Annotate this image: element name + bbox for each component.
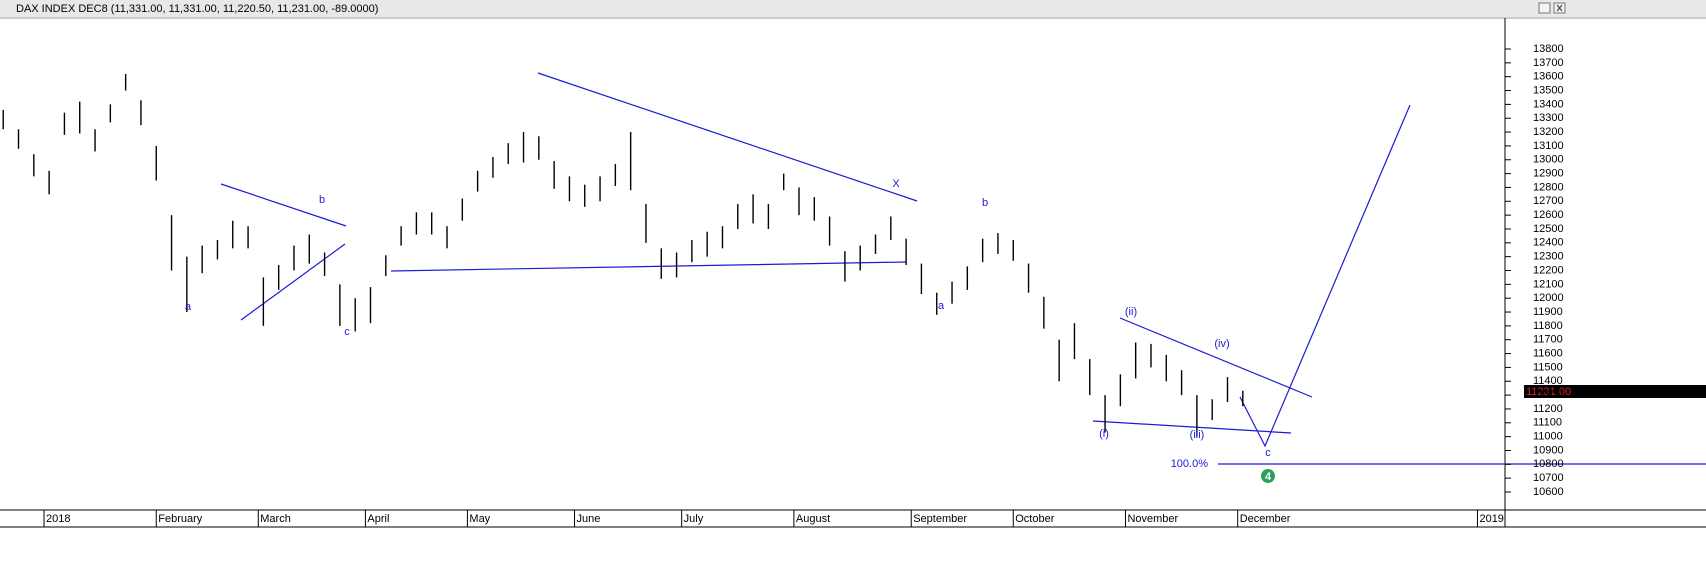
x-tick-label: December <box>1240 513 1291 525</box>
chart-title: DAX INDEX DEC8 (11,331.00, 11,331.00, 11… <box>16 3 378 15</box>
y-tick-label: 11800 <box>1533 320 1563 332</box>
x-tick-label: June <box>577 513 601 525</box>
wave-label: c <box>1265 447 1271 459</box>
trend-line <box>240 243 346 321</box>
restore-button[interactable] <box>1538 2 1551 14</box>
close-icon <box>1556 4 1563 12</box>
y-tick-label: 10600 <box>1533 486 1564 498</box>
price-tag-label: 11231.00 <box>1526 386 1571 398</box>
y-tick-label: 12800 <box>1533 181 1564 193</box>
y-tick-label: 11200 <box>1533 403 1563 415</box>
wave-label: c <box>344 326 350 338</box>
y-tick-label: 10900 <box>1533 444 1564 456</box>
trend-line <box>537 72 918 202</box>
y-tick-label: 12100 <box>1533 278 1564 290</box>
x-tick-label: August <box>796 513 830 525</box>
wave-label: (ii) <box>1125 306 1137 318</box>
y-tick-label: 13200 <box>1533 126 1564 138</box>
y-tick-label: 12300 <box>1533 251 1564 263</box>
projection-line <box>1239 104 1411 448</box>
wave-label: (i) <box>1099 428 1109 440</box>
price-tag <box>1524 385 1706 398</box>
wave-overlay <box>220 72 1706 465</box>
y-tick-label: 13100 <box>1533 140 1564 152</box>
y-tick-label: 11900 <box>1533 306 1563 318</box>
y-tick-label: 13500 <box>1533 84 1564 96</box>
x-tick-label: 2018 <box>46 513 70 525</box>
trend-line <box>220 183 347 227</box>
wave-label: b <box>319 194 325 206</box>
y-tick-label: 12700 <box>1533 195 1564 207</box>
y-tick-label: 12500 <box>1533 223 1564 235</box>
y-tick-label: 12900 <box>1533 168 1564 180</box>
y-tick-label: 11700 <box>1533 334 1563 346</box>
wave-label: X <box>892 178 900 190</box>
x-tick-label: April <box>367 513 389 525</box>
title-bar <box>0 0 1706 17</box>
wave-label: a <box>938 300 945 312</box>
wave-label: (iii) <box>1190 429 1205 441</box>
trend-line <box>390 261 907 272</box>
wave-label: b <box>982 197 988 209</box>
x-tick-label: February <box>158 513 203 525</box>
y-tick-label: 13300 <box>1533 112 1564 124</box>
y-tick-label: 10800 <box>1533 458 1564 470</box>
y-tick-label: 11600 <box>1533 347 1563 359</box>
trend-line <box>1119 317 1313 398</box>
wave-label: a <box>185 301 192 313</box>
x-tick-label: November <box>1127 513 1178 525</box>
y-tick-label: 11500 <box>1533 361 1563 373</box>
fib-label: 100.0% <box>1171 458 1209 470</box>
x-tick-label: March <box>260 513 291 525</box>
y-tick-label: 11400 <box>1533 375 1563 387</box>
x-tick-label: July <box>684 513 704 525</box>
y-tick-label: 11100 <box>1533 417 1562 429</box>
wave-marker-label: 4 <box>1265 471 1272 483</box>
y-tick-label: 10700 <box>1533 472 1564 484</box>
wave-label: (iv) <box>1214 338 1229 350</box>
y-tick-label: 12600 <box>1533 209 1564 221</box>
x-tick-label: October <box>1015 513 1054 525</box>
wave-marker <box>1261 469 1275 483</box>
y-tick-label: 13600 <box>1533 71 1564 83</box>
y-tick-label: 12200 <box>1533 264 1564 276</box>
x-tick-label: September <box>913 513 967 525</box>
y-tick-label: 13700 <box>1533 57 1564 69</box>
y-tick-label: 13800 <box>1533 43 1564 55</box>
y-tick-label: 11300 <box>1533 389 1563 401</box>
y-tick-label: 12000 <box>1533 292 1564 304</box>
y-tick-label: 13400 <box>1533 98 1564 110</box>
x-tick-label: May <box>469 513 490 525</box>
x-tick-label: 2019 <box>1479 513 1503 525</box>
y-tick-label: 13000 <box>1533 154 1564 166</box>
y-tick-label: 11000 <box>1533 431 1563 443</box>
y-tick-label: 12400 <box>1533 237 1564 249</box>
